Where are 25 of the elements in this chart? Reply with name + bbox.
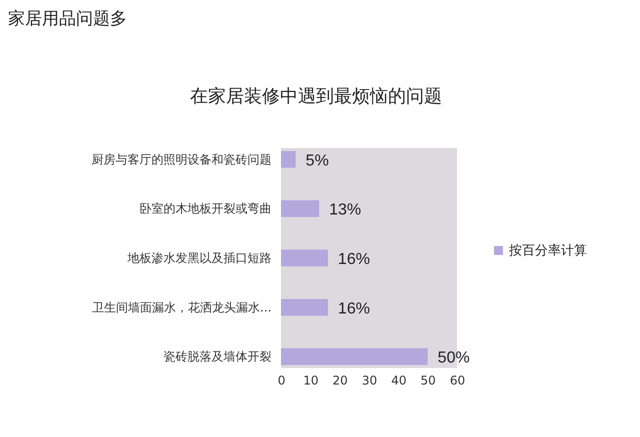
bar [281, 150, 296, 168]
chart-subtitle: 在家居装修中遇到最烦恼的问题 [190, 85, 442, 108]
bar [281, 298, 328, 316]
x-tick-label: 50 [420, 374, 436, 388]
y-tick-label: 地板渗水发黑以及插口短路 [126, 251, 272, 265]
data-label: 50% [438, 350, 470, 367]
data-label: 16% [338, 300, 370, 318]
x-tick-label: 20 [332, 374, 348, 388]
y-tick-label: 卫生间墙面漏水，花洒龙头漏水... [92, 300, 272, 314]
legend-label: 按百分率计算 [509, 242, 587, 258]
bar [281, 348, 428, 366]
text: 家居用品问题多 [8, 8, 127, 30]
y-tick-label: 厨房与客厅的照明设备和瓷砖问题 [92, 152, 272, 166]
x-tick-label: 60 [450, 374, 466, 388]
x-tick-label: 0 [278, 374, 286, 388]
data-label: 16% [338, 251, 370, 268]
bar [281, 250, 328, 266]
data-label: 5% [306, 152, 329, 170]
x-tick-label: 30 [362, 374, 378, 388]
y-tick-label: 卧室的木地板开裂或弯曲 [140, 202, 272, 216]
data-label: 13% [329, 202, 362, 219]
x-tick-label: 10 [303, 374, 318, 388]
x-tick-label: 40 [391, 374, 406, 388]
y-tick-label: 瓷砖脱落及墙体开裂 [164, 350, 272, 364]
bar [281, 200, 320, 218]
